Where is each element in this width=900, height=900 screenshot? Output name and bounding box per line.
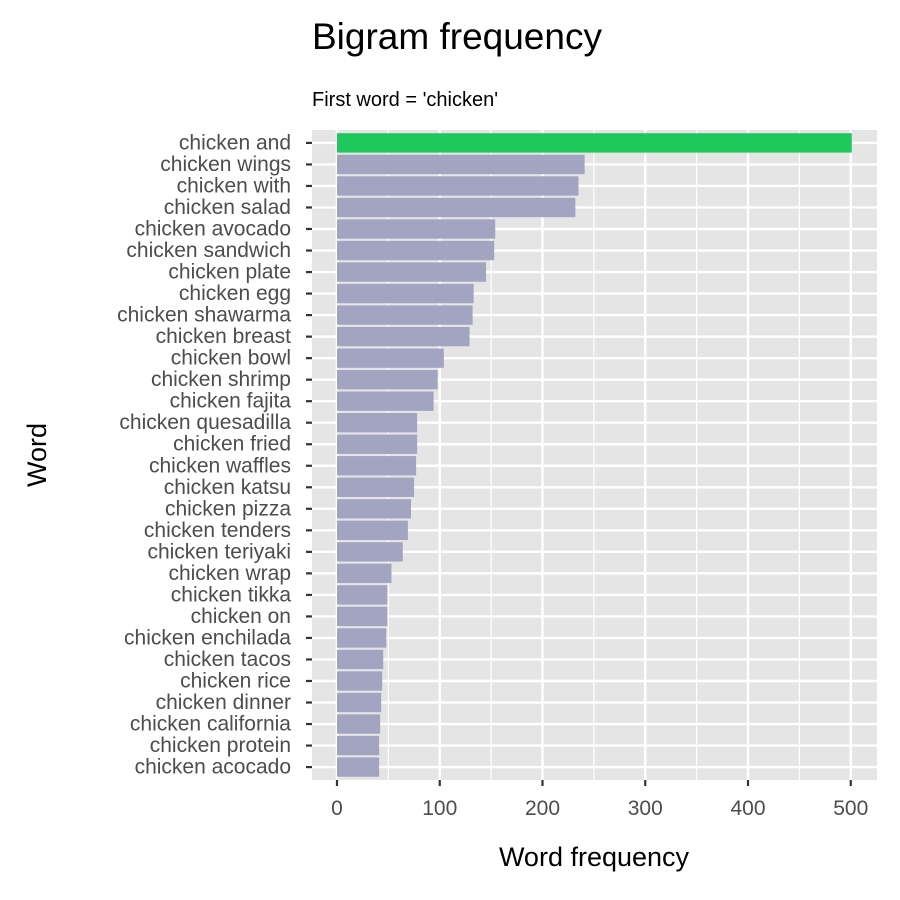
bar	[337, 305, 473, 325]
bar	[337, 283, 474, 304]
bar	[337, 434, 418, 454]
bar	[337, 563, 392, 584]
bar	[337, 520, 408, 541]
y-tick-label: chicken with	[177, 174, 291, 197]
y-tick-label: chicken enchilada	[124, 626, 291, 649]
bar	[337, 348, 444, 368]
y-tick-label: chicken rice	[180, 669, 291, 692]
x-axis-ticks	[335, 780, 852, 786]
y-tick-label: chicken protein	[150, 734, 291, 757]
x-tick-label: 200	[525, 797, 560, 820]
x-tick-label: 100	[422, 797, 457, 820]
bar	[337, 262, 486, 282]
x-axis-tick-labels: 0 100 200 300 400 500	[331, 797, 868, 820]
bar	[337, 542, 403, 562]
y-tick-label: chicken fajita	[170, 390, 292, 413]
bar	[337, 757, 380, 777]
bars	[337, 133, 852, 777]
y-tick-label: chicken tacos	[164, 648, 291, 671]
y-tick-label: chicken and	[179, 131, 291, 154]
bar	[337, 369, 438, 390]
y-tick-label: chicken fried	[173, 433, 291, 456]
bar	[337, 499, 411, 519]
y-tick-label: chicken pizza	[165, 497, 291, 520]
bar	[337, 671, 383, 691]
bar	[337, 219, 496, 239]
y-tick-label: chicken on	[191, 605, 291, 628]
bar	[337, 628, 387, 648]
y-tick-label: chicken dinner	[156, 691, 291, 714]
bar	[337, 240, 495, 261]
y-tick-label: chicken bowl	[171, 347, 291, 370]
bar	[337, 477, 415, 497]
x-tick-label: 0	[331, 797, 343, 820]
y-tick-label: chicken tenders	[144, 519, 291, 542]
y-tick-label: chicken breast	[156, 325, 292, 348]
bar	[337, 692, 382, 713]
chart-title: Bigram frequency	[312, 16, 602, 57]
bar	[337, 714, 381, 734]
bar	[337, 735, 380, 756]
y-tick-label: chicken shrimp	[151, 368, 291, 391]
y-axis-title: Word	[22, 423, 52, 487]
y-tick-label: chicken wings	[160, 153, 291, 176]
y-tick-label: chicken quesadilla	[119, 411, 291, 434]
x-tick-label: 400	[730, 797, 765, 820]
y-tick-label: chicken wrap	[168, 562, 291, 585]
y-tick-label: chicken shawarma	[117, 304, 291, 327]
bar	[337, 326, 470, 347]
bar	[337, 606, 388, 627]
y-tick-label: chicken avocado	[135, 218, 291, 241]
y-axis-ticks	[306, 141, 312, 769]
y-tick-label: chicken plate	[168, 261, 291, 284]
y-tick-label: chicken tikka	[171, 583, 292, 606]
x-axis-title: Word frequency	[499, 842, 690, 872]
x-tick-label: 500	[833, 797, 868, 820]
y-tick-label: chicken egg	[179, 282, 291, 305]
bar	[337, 133, 852, 153]
y-tick-label: chicken salad	[164, 196, 291, 219]
x-tick-label: 300	[628, 797, 663, 820]
bar	[337, 154, 585, 175]
bar	[337, 585, 388, 605]
chart-subtitle: First word = 'chicken'	[312, 89, 499, 111]
bar	[337, 456, 417, 476]
bar	[337, 391, 434, 411]
y-tick-label: chicken waffles	[149, 454, 291, 477]
bar	[337, 649, 384, 670]
bar	[337, 413, 418, 433]
y-tick-label: chicken acocado	[135, 756, 291, 779]
bar	[337, 197, 576, 218]
bar	[337, 176, 579, 196]
y-tick-label: chicken katsu	[164, 476, 291, 499]
y-tick-label: chicken california	[130, 713, 291, 736]
y-tick-label: chicken sandwich	[126, 239, 291, 262]
y-tick-label: chicken teriyaki	[147, 540, 291, 563]
